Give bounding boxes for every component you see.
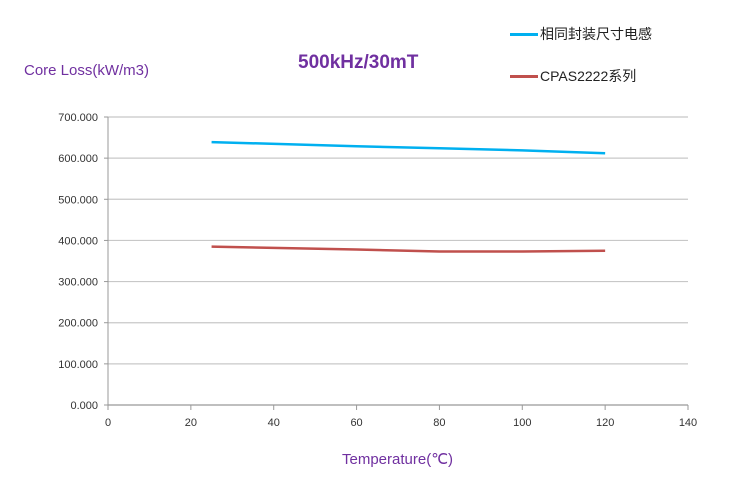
- y-tick-label: 0.000: [70, 400, 98, 412]
- x-tick-label: 100: [513, 417, 531, 429]
- legend-label: CPAS2222系列: [540, 68, 637, 84]
- y-tick-label: 300.000: [58, 277, 98, 289]
- x-tick-label: 60: [350, 417, 362, 429]
- legend-swatch: [510, 74, 538, 78]
- legend-item-1: CPAS2222系列: [510, 66, 636, 86]
- legend-item-0: 相同封装尺寸电感: [510, 24, 652, 44]
- x-axis-label: Temperature(℃): [342, 451, 454, 468]
- y-tick-label: 500.000: [58, 194, 98, 206]
- x-tick-label: 80: [433, 417, 445, 429]
- y-tick-label: 600.000: [58, 153, 98, 165]
- x-tick-label: 120: [596, 417, 614, 429]
- chart-title: 500kHz/30mT: [298, 52, 419, 73]
- x-tick-label: 0: [105, 417, 111, 429]
- legend-label: 相同封装尺寸电感: [540, 26, 652, 42]
- x-tick-label: 40: [268, 417, 280, 429]
- y-axis-label: Core Loss(kW/m3): [24, 62, 150, 79]
- legend-swatch: [510, 32, 538, 36]
- series-line-1: [211, 245, 606, 253]
- y-tick-label: 400.000: [58, 235, 98, 247]
- y-tick-label: 100.000: [58, 359, 98, 371]
- y-tick-label: 700.000: [58, 112, 98, 124]
- y-tick-label: 200.000: [58, 318, 98, 330]
- x-tick-label: 140: [679, 417, 697, 429]
- x-tick-label: 20: [185, 417, 197, 429]
- series-line-0: [211, 140, 606, 155]
